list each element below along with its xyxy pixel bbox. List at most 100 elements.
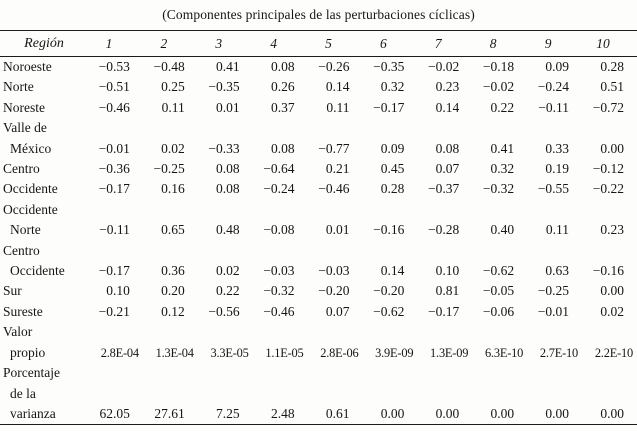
cell-value: −0.72 [592, 99, 624, 115]
row-label: Noreste [0, 98, 88, 118]
row-label-line: Norte [3, 79, 34, 95]
cell-value: 0.14 [435, 99, 460, 115]
row-label-line: Porcentaje [3, 365, 60, 381]
cell-value: 2.7E-10 [539, 345, 579, 360]
cell-value: 0.00 [380, 405, 405, 421]
cell-value: 0.23 [435, 79, 460, 95]
table-row: Noroeste −0.53 −0.48 0.41 0.08 −0.26 −0.35 −0.0… [0, 57, 637, 78]
cell-value: 0.09 [545, 59, 570, 74]
cell-value: −0.17 [98, 181, 130, 197]
table-row: Occidente Norte −0.11 0.65 0.48 −0.08 0.01 −0.1… [0, 200, 637, 241]
cell-value: 0.14 [380, 263, 405, 279]
cell-value: 0.25 [161, 79, 185, 95]
cell-value: −0.46 [318, 181, 350, 197]
cell-value: −0.62 [482, 263, 515, 279]
table-row: Valle de México −0.01 0.02 −0.33 0.08 −0.77 0.0… [0, 118, 637, 159]
cell-value: 0.00 [545, 405, 570, 421]
cell-value: 1.3E-04 [155, 345, 194, 360]
table-caption: (Componentes principales de las perturba… [162, 7, 475, 22]
cell-value: −0.06 [482, 303, 515, 319]
cell-value: −0.53 [98, 59, 130, 74]
cell-value: −0.20 [373, 283, 405, 299]
table-row: Sur 0.10 0.20 0.22 −0.32 −0.20 −0.20 0.81 −0.05 −… [0, 281, 637, 301]
column-header-1: 1 [88, 30, 143, 57]
row-label-line: Occidente [10, 263, 65, 279]
cell-value: 2.2E-10 [594, 345, 633, 360]
row-label: Centro Occidente [0, 241, 88, 282]
row-label-line: Occidente [3, 181, 58, 197]
row-label-line: Centro [3, 242, 40, 258]
cell-value: −0.56 [208, 303, 240, 319]
cell-value: 0.08 [216, 161, 240, 177]
cell-value: −0.05 [482, 283, 515, 299]
cell-value: −0.08 [263, 222, 295, 238]
table-row: Occidente −0.17 0.16 0.08 −0.24 −0.46 0.28 −0.3… [0, 179, 637, 199]
row-label: Porcentaje de la varianza [0, 363, 88, 425]
cell-value: 0.00 [600, 140, 624, 156]
cell-value: 0.45 [380, 161, 405, 177]
cell-value: −0.02 [482, 79, 515, 95]
cell-value: 0.11 [545, 222, 570, 238]
column-header-5: 5 [307, 30, 363, 57]
cell-value: 0.14 [325, 79, 350, 95]
cell-value: 0.09 [380, 140, 405, 156]
cell-value: −0.48 [153, 59, 185, 74]
cell-value: 0.33 [545, 140, 570, 156]
cell-value: 0.00 [600, 283, 624, 299]
cell-value: −0.37 [427, 181, 460, 197]
cell-value: −0.77 [318, 140, 350, 156]
column-header-9: 9 [527, 30, 583, 57]
cell-value: 0.32 [380, 79, 405, 95]
table-row: Centro −0.36 −0.25 0.08 −0.64 0.21 0.45 0.07 0.3… [0, 159, 637, 179]
cell-value: −0.35 [208, 79, 240, 95]
cell-value: −0.17 [98, 263, 130, 279]
cell-value: −0.16 [373, 222, 405, 238]
cell-value: −0.24 [263, 181, 295, 197]
cell-value: 1.3E-09 [430, 345, 469, 360]
cell-value: 0.02 [161, 140, 185, 156]
row-label-line: Sureste [3, 303, 43, 319]
cell-value: 3.3E-05 [210, 345, 249, 360]
principal-components-table: Región 1 2 3 4 5 6 7 8 9 10 Noroeste −0.53 −0.48 0.4… [0, 30, 637, 426]
cell-value: 0.26 [270, 79, 295, 95]
cell-value: −0.18 [482, 59, 515, 74]
table-row: Centro Occidente −0.17 0.36 0.02 −0.03 −0.03 0.… [0, 241, 637, 282]
cell-value: −0.25 [153, 161, 185, 177]
table-row: Sureste −0.21 0.12 −0.56 −0.46 0.07 −0.62 −0.17… [0, 302, 637, 322]
cell-value: −0.20 [318, 283, 350, 299]
cell-value: 0.32 [490, 161, 515, 177]
cell-value: 0.40 [490, 222, 515, 238]
column-header-7: 7 [417, 30, 473, 57]
cell-value: 1.1E-05 [265, 345, 304, 360]
row-label: Occidente Norte [0, 200, 88, 241]
row-label: Centro [0, 159, 88, 179]
row-label: Valle de México [0, 118, 88, 159]
cell-value: 0.11 [161, 99, 185, 115]
cell-value: 0.65 [161, 222, 185, 238]
cell-value: −0.21 [98, 303, 130, 319]
row-label-line: Centro [3, 161, 40, 177]
cell-value: −0.28 [427, 222, 460, 238]
cell-value: −0.24 [537, 79, 570, 95]
column-header-2: 2 [142, 30, 198, 57]
column-header-4: 4 [252, 30, 308, 57]
row-label: Sureste [0, 302, 88, 322]
cell-value: −0.01 [537, 303, 570, 319]
cell-value: 0.10 [435, 263, 460, 279]
cell-value: −0.02 [427, 59, 460, 74]
cell-value: 0.00 [435, 405, 460, 421]
row-label-line: Valor [3, 324, 33, 340]
cell-value: 0.10 [106, 283, 130, 299]
row-label-line: Valle de [3, 120, 47, 136]
cell-value: −0.35 [373, 59, 405, 74]
cell-value: 0.41 [490, 140, 515, 156]
cell-value: 0.22 [216, 283, 240, 299]
row-label: Noroeste [0, 57, 88, 78]
cell-value: 0.00 [600, 405, 624, 421]
cell-value: −0.46 [98, 99, 130, 115]
cell-value: 0.81 [435, 283, 460, 299]
cell-value: −0.32 [482, 181, 515, 197]
cell-value: −0.64 [263, 161, 295, 177]
cell-value: 0.28 [600, 59, 624, 74]
column-header-3: 3 [197, 30, 253, 57]
